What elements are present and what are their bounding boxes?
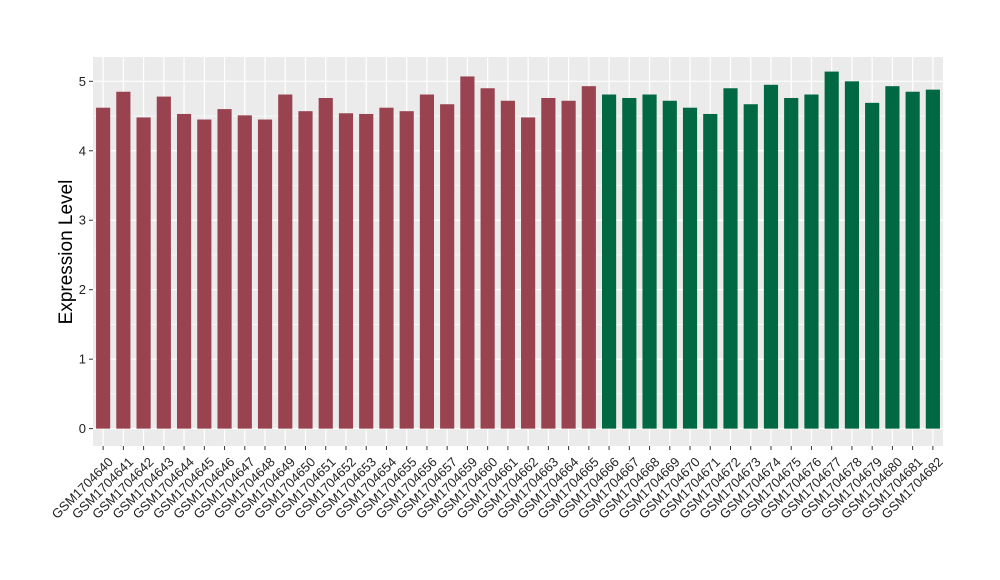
bar-GSM1704661 xyxy=(500,100,515,429)
bar-GSM1704648 xyxy=(257,119,273,429)
y-tick-label: 0 xyxy=(79,421,86,436)
bar-GSM1704668 xyxy=(642,94,657,429)
y-tick-label: 4 xyxy=(79,143,86,158)
bar-GSM1704646 xyxy=(217,109,232,429)
bar-GSM1704669 xyxy=(662,100,677,429)
bar-GSM1704647 xyxy=(237,115,252,429)
bar-GSM1704641 xyxy=(116,91,131,429)
bars xyxy=(96,71,940,429)
bar-GSM1704681 xyxy=(905,91,920,429)
bar-GSM1704656 xyxy=(419,94,435,429)
y-tick-label: 1 xyxy=(79,352,86,367)
bar-GSM1704642 xyxy=(136,117,151,429)
y-tick-label: 2 xyxy=(79,282,86,297)
y-axis-title: Expression Level xyxy=(56,180,77,325)
bar-GSM1704679 xyxy=(865,102,880,429)
bar-GSM1704666 xyxy=(601,94,617,429)
bar-GSM1704652 xyxy=(338,113,354,429)
bar-GSM1704670 xyxy=(682,107,698,429)
bar-GSM1704671 xyxy=(703,113,718,429)
bar-GSM1704654 xyxy=(379,107,394,429)
bar-GSM1704664 xyxy=(561,100,576,429)
bar-GSM1704662 xyxy=(521,117,536,429)
bar-GSM1704667 xyxy=(622,97,637,429)
y-axis-ticks: 0 1 2 3 4 5 xyxy=(79,74,93,436)
bar-GSM1704645 xyxy=(197,119,212,429)
plot-background xyxy=(93,57,943,446)
y-tick-label: 5 xyxy=(79,74,86,89)
bar-GSM1704660 xyxy=(480,88,495,429)
bar-GSM1704677 xyxy=(824,71,839,429)
bar-GSM1704680 xyxy=(885,86,900,429)
bar-GSM1704682 xyxy=(925,89,940,429)
bar-GSM1704673 xyxy=(743,104,758,429)
bar-GSM1704655 xyxy=(399,111,414,429)
bar-GSM1704663 xyxy=(541,97,556,429)
bar-GSM1704659 xyxy=(460,76,475,429)
bar-GSM1704650 xyxy=(298,111,313,429)
y-tick-label: 3 xyxy=(79,213,86,228)
x-axis-ticks: GSM1704640GSM1704641GSM1704642GSM1704643… xyxy=(49,446,946,522)
bar-GSM1704674 xyxy=(763,84,779,429)
bar-GSM1704676 xyxy=(804,94,819,429)
bar-GSM1704665 xyxy=(581,86,596,429)
bar-GSM1704657 xyxy=(440,104,455,429)
bar-GSM1704678 xyxy=(844,81,860,429)
bar-GSM1704640 xyxy=(96,107,111,429)
bar-GSM1704672 xyxy=(723,88,738,429)
bar-GSM1704644 xyxy=(176,113,192,429)
bar-GSM1704649 xyxy=(278,94,293,429)
bar-GSM1704653 xyxy=(359,113,374,429)
bar-GSM1704675 xyxy=(784,97,799,429)
bar-GSM1704651 xyxy=(318,97,333,429)
bar-GSM1704643 xyxy=(156,96,171,429)
